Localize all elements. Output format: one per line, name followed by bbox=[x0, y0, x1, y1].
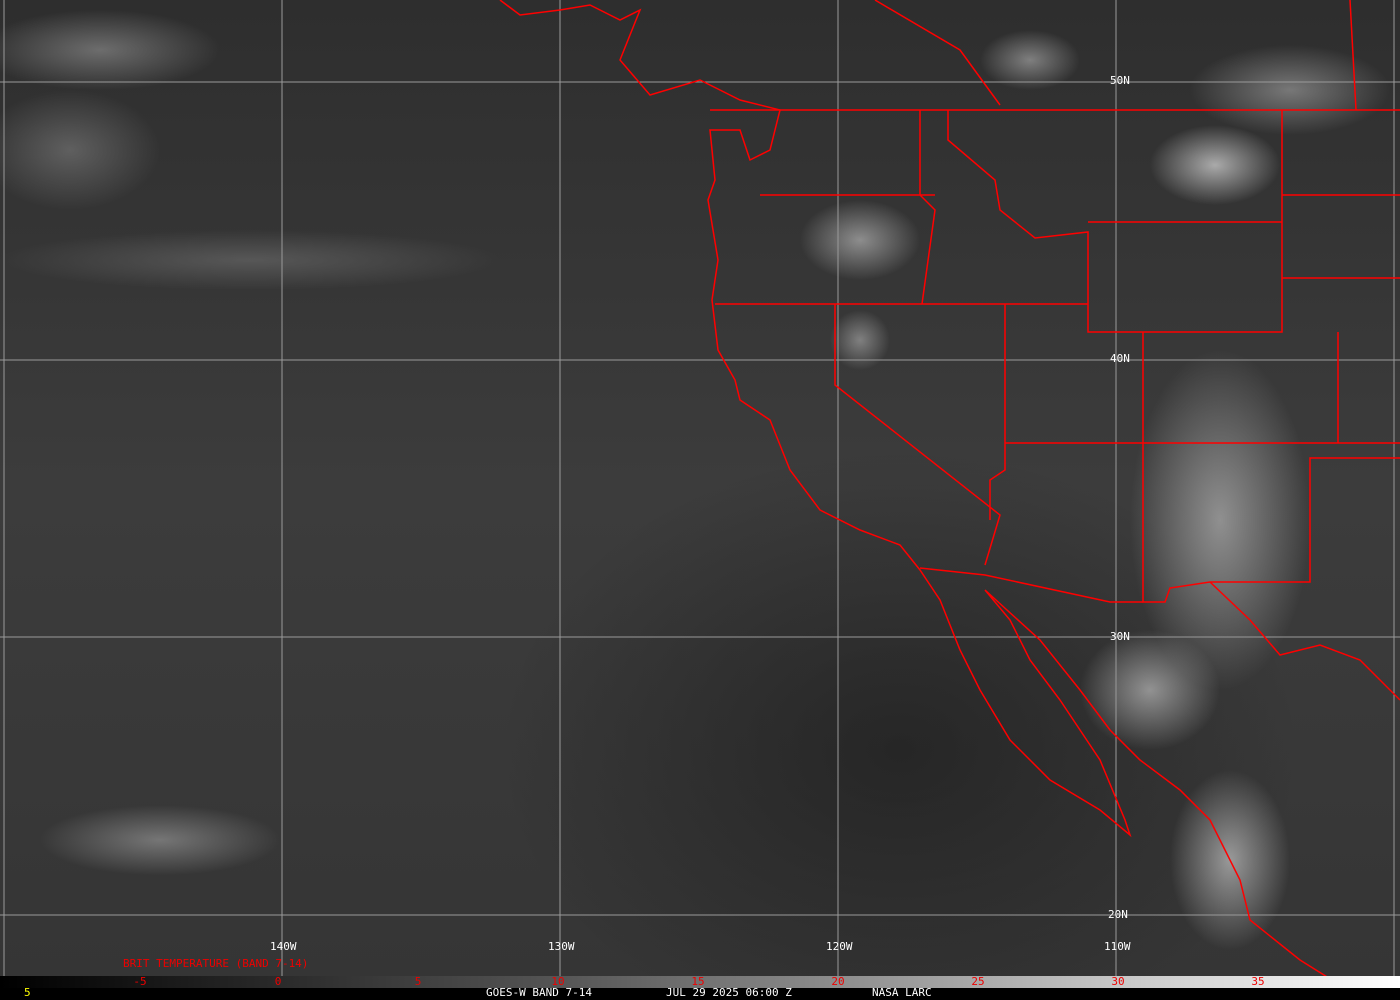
datetime: JUL 29 2025 06:00 Z bbox=[666, 986, 792, 999]
mexico-border bbox=[1209, 581, 1400, 701]
state-border bbox=[947, 110, 1283, 333]
scale-tick: 15 bbox=[691, 975, 705, 988]
state-border bbox=[1349, 0, 1357, 111]
lat-label: 40N bbox=[1110, 352, 1130, 365]
source: NASA LARC bbox=[872, 986, 932, 999]
scale-tick: 35 bbox=[1251, 975, 1265, 988]
satellite-image bbox=[0, 0, 1400, 976]
scale-tick: -5 bbox=[133, 975, 147, 988]
lat-label: 30N bbox=[1110, 630, 1130, 643]
scale-tick: 30 bbox=[1111, 975, 1125, 988]
state-border bbox=[874, 0, 1001, 106]
lon-label: 120W bbox=[826, 940, 853, 953]
lat-lon-grid bbox=[0, 0, 1400, 976]
state-border bbox=[834, 304, 1001, 566]
legend-title: BRIT TEMPERATURE (BAND 7-14) bbox=[123, 957, 309, 970]
boundaries bbox=[499, 0, 1400, 976]
state-border bbox=[919, 110, 936, 305]
lon-label: 110W bbox=[1104, 940, 1131, 953]
lon-label: 130W bbox=[548, 940, 575, 953]
scale-tick: 5 bbox=[414, 975, 422, 988]
color-scale-bar bbox=[0, 976, 1400, 988]
coastline bbox=[499, 0, 1328, 976]
state-border bbox=[989, 304, 1006, 520]
lon-label: 140W bbox=[270, 940, 297, 953]
corner-value: 5 bbox=[24, 986, 31, 999]
us-mexico-border bbox=[919, 567, 1143, 603]
lat-label: 20N bbox=[1108, 908, 1128, 921]
scale-tick: 10 bbox=[551, 975, 565, 988]
scale-tick: 0 bbox=[274, 975, 282, 988]
lat-label: 50N bbox=[1110, 74, 1130, 87]
state-border bbox=[1142, 332, 1400, 603]
footer-bar bbox=[0, 988, 1400, 1000]
scale-tick: 20 bbox=[831, 975, 845, 988]
scale-tick: 25 bbox=[971, 975, 985, 988]
satellite-band: GOES-W BAND 7-14 bbox=[486, 986, 592, 999]
map-overlay bbox=[0, 0, 1400, 976]
